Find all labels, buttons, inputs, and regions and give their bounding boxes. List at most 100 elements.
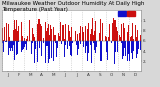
Bar: [63, 25, 64, 41]
Bar: [117, 41, 118, 52]
Bar: [134, 39, 135, 41]
Bar: [86, 41, 87, 46]
Bar: [53, 41, 54, 61]
Bar: [53, 27, 54, 41]
Bar: [70, 37, 71, 41]
Bar: [7, 37, 8, 41]
Bar: [46, 31, 47, 41]
Bar: [25, 41, 26, 44]
Bar: [111, 41, 112, 43]
Bar: [6, 23, 7, 41]
Bar: [9, 37, 10, 41]
Bar: [140, 35, 141, 41]
Bar: [82, 27, 83, 41]
Bar: [67, 41, 68, 50]
Bar: [93, 41, 94, 43]
Bar: [61, 41, 62, 44]
Bar: [40, 24, 41, 41]
Bar: [130, 37, 131, 41]
Bar: [140, 41, 141, 50]
Bar: [27, 35, 28, 41]
Bar: [32, 28, 33, 41]
Bar: [21, 22, 22, 41]
Bar: [16, 41, 17, 55]
Bar: [56, 41, 57, 57]
Text: Milwaukee Weather Outdoor Humidity At Daily High Temperature (Past Year): Milwaukee Weather Outdoor Humidity At Da…: [2, 1, 144, 12]
Bar: [112, 23, 113, 41]
Bar: [79, 33, 80, 41]
Bar: [44, 41, 45, 52]
Bar: [29, 20, 30, 41]
Bar: [80, 41, 81, 44]
Bar: [52, 38, 53, 41]
Bar: [47, 41, 48, 46]
Bar: [133, 39, 134, 41]
Bar: [75, 31, 76, 41]
Bar: [48, 24, 49, 41]
Bar: [95, 41, 96, 53]
Bar: [13, 30, 14, 41]
Bar: [17, 41, 18, 54]
Bar: [48, 41, 49, 63]
Bar: [26, 39, 27, 41]
Bar: [23, 41, 24, 49]
Bar: [46, 41, 47, 46]
Bar: [124, 41, 125, 48]
Bar: [96, 41, 97, 47]
Bar: [28, 41, 29, 50]
Bar: [37, 41, 38, 62]
Bar: [138, 41, 139, 49]
Bar: [54, 35, 55, 41]
Bar: [49, 35, 50, 41]
Bar: [95, 21, 96, 41]
Bar: [38, 19, 39, 41]
Bar: [120, 37, 121, 41]
Bar: [10, 41, 11, 51]
Bar: [43, 38, 44, 41]
Bar: [133, 41, 134, 51]
Bar: [6, 41, 7, 42]
Bar: [35, 41, 36, 49]
Bar: [60, 38, 61, 41]
Bar: [16, 20, 17, 41]
Bar: [101, 41, 102, 61]
Bar: [9, 41, 10, 48]
Bar: [13, 41, 14, 45]
Bar: [128, 25, 129, 41]
Bar: [114, 20, 115, 41]
Bar: [34, 41, 35, 63]
Bar: [17, 31, 18, 41]
Bar: [60, 41, 61, 49]
Bar: [51, 41, 52, 58]
Bar: [58, 33, 59, 41]
Bar: [121, 24, 122, 41]
Bar: [71, 41, 72, 56]
Bar: [45, 41, 46, 63]
Bar: [83, 32, 84, 41]
Bar: [68, 41, 69, 49]
Bar: [77, 41, 78, 55]
Bar: [31, 41, 32, 54]
Bar: [36, 41, 37, 49]
Bar: [26, 41, 27, 50]
Bar: [5, 41, 6, 42]
Bar: [3, 40, 4, 41]
Bar: [76, 41, 77, 56]
Bar: [91, 41, 92, 63]
Bar: [90, 34, 91, 41]
Bar: [127, 32, 128, 41]
Bar: [80, 26, 81, 41]
Bar: [24, 41, 25, 47]
Bar: [93, 35, 94, 41]
Bar: [136, 37, 137, 41]
Bar: [51, 29, 52, 41]
Bar: [64, 41, 65, 57]
Bar: [81, 41, 82, 47]
Bar: [50, 25, 51, 41]
Bar: [85, 41, 86, 53]
Bar: [91, 29, 92, 41]
Bar: [121, 41, 122, 43]
Bar: [90, 41, 91, 45]
Bar: [122, 41, 123, 59]
Bar: [57, 41, 58, 48]
